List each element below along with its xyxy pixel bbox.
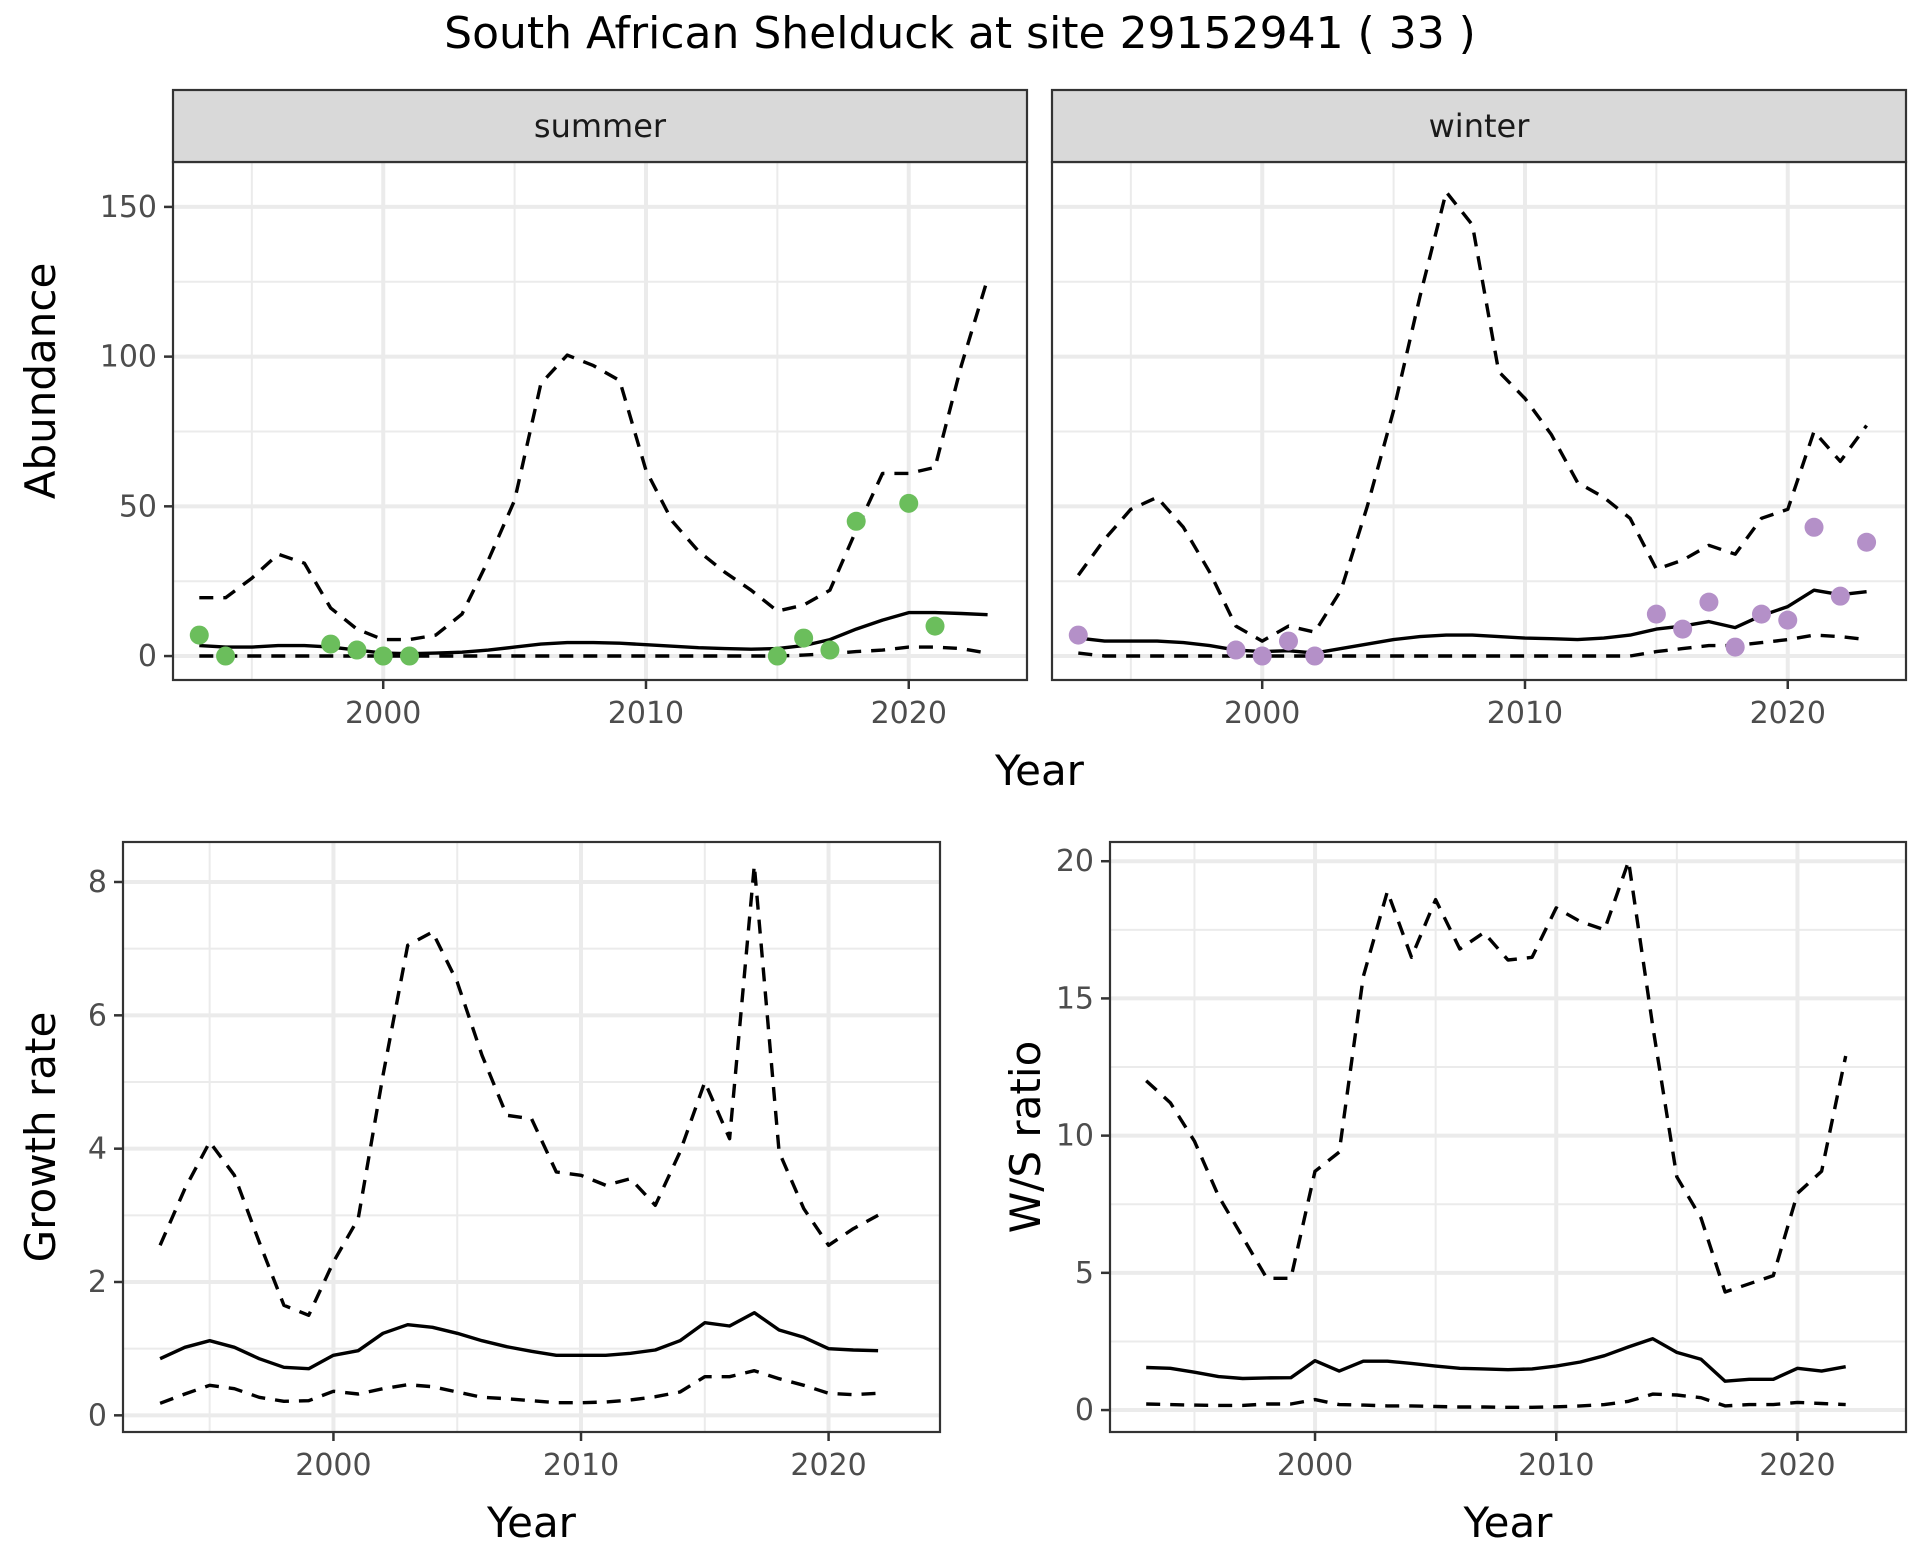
data-point (1278, 631, 1298, 651)
panel-background (1052, 162, 1906, 680)
data-point (347, 640, 367, 660)
panel-background (123, 842, 940, 1432)
x-axis-title: Year (486, 1498, 577, 1547)
y-tick-label: 150 (100, 190, 157, 225)
data-point (899, 493, 919, 513)
series-line-lower (159, 1368, 879, 1405)
facet-strip-label: summer (534, 107, 667, 145)
data-point (1305, 646, 1325, 666)
y-tick-label: 4 (88, 1132, 107, 1167)
x-tick-label: 2000 (345, 696, 421, 731)
facet-strip-label: winter (1429, 107, 1531, 145)
y-axis-title: Abundance (16, 263, 65, 500)
x-axis-title: Year (1463, 1498, 1554, 1547)
y-tick-label: 10 (1056, 1119, 1094, 1154)
data-point (1830, 586, 1850, 606)
panel-background (173, 162, 1027, 680)
x-tick-label: 2020 (1750, 696, 1826, 731)
facet-strip (171, 88, 1029, 164)
x-tick-label: 2010 (543, 1448, 619, 1483)
data-point (1226, 640, 1246, 660)
panel-border (1108, 840, 1908, 1434)
x-tick-label: 2020 (871, 696, 947, 731)
x-tick-label: 2000 (1224, 696, 1300, 731)
y-tick-label: 50 (119, 489, 157, 524)
data-point (1646, 604, 1666, 624)
data-point (1804, 517, 1824, 537)
y-tick-label: 8 (88, 865, 107, 900)
series-line-fitted (159, 1310, 879, 1371)
series-line-lower (1146, 1392, 1846, 1410)
panel-summer: 2000 2010 2020 0 50 100 150 summer (100, 88, 1029, 731)
data-point (1857, 532, 1877, 552)
data-point (321, 634, 341, 654)
data-point (767, 646, 787, 666)
y-axis-title: Growth rate (16, 1012, 65, 1263)
x-tick-label: 2020 (790, 1448, 866, 1483)
panel-winter: 2000 2010 2020 winter (1050, 88, 1908, 731)
series-line-fitted (1146, 1336, 1847, 1383)
data-point (399, 646, 419, 666)
data-point (1699, 592, 1719, 612)
series-line-lower (199, 645, 988, 658)
y-tick-label: 5 (1075, 1256, 1094, 1291)
series-line-upper (158, 863, 879, 1318)
data-point (1778, 610, 1798, 630)
data-point (846, 511, 866, 531)
data-point (1252, 646, 1272, 666)
series-line-upper (1076, 190, 1868, 643)
data-point (925, 616, 945, 636)
x-tick-label: 2000 (1277, 1448, 1353, 1483)
series-line-upper (1145, 859, 1848, 1294)
y-axis-title: W/S ratio (1001, 1041, 1050, 1234)
y-tick-label: 2 (88, 1265, 107, 1300)
x-tick-label: 2010 (1518, 1448, 1594, 1483)
x-tick-label: 2000 (295, 1448, 371, 1483)
x-tick-label: 2010 (1487, 696, 1563, 731)
data-point (1751, 604, 1771, 624)
data-point (794, 628, 814, 648)
panel-growth-rate: 2000 2010 2020 0 2 4 6 8 (88, 840, 942, 1483)
data-point (373, 646, 393, 666)
data-point (820, 640, 840, 660)
x-tick-label: 2010 (608, 696, 684, 731)
chart-title: South African Shelduck at site 29152941 … (444, 8, 1476, 59)
y-tick-label: 0 (88, 1398, 107, 1433)
panel-ws-ratio: 2000 2010 2020 0 5 10 15 20 (1056, 840, 1908, 1483)
x-tick-label: 2020 (1759, 1448, 1835, 1483)
series-line-upper (199, 278, 990, 642)
data-point (1725, 637, 1745, 657)
data-point (1068, 625, 1088, 645)
data-point (189, 625, 209, 645)
data-point (1673, 619, 1693, 639)
y-tick-label: 0 (138, 639, 157, 674)
y-tick-label: 0 (1075, 1393, 1094, 1428)
y-tick-label: 15 (1056, 981, 1094, 1016)
data-point (216, 646, 236, 666)
y-tick-label: 20 (1056, 844, 1094, 879)
facet-strip (1050, 88, 1908, 164)
y-tick-label: 100 (100, 340, 157, 375)
x-axis-title: Year (994, 746, 1085, 795)
series-line-fitted (1078, 588, 1867, 655)
y-tick-label: 6 (88, 998, 107, 1033)
panel-border (121, 840, 942, 1434)
